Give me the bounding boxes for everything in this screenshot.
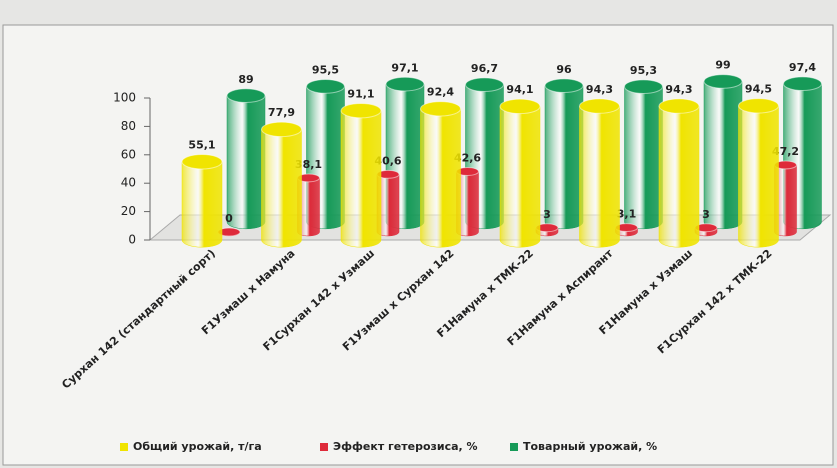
bar-top xyxy=(703,74,743,89)
legend-label: Эффект гетерозиса, % xyxy=(333,440,478,453)
y-tick-label: 0 xyxy=(128,233,136,247)
bar xyxy=(261,129,302,248)
bar xyxy=(499,106,541,248)
value-label: 89 xyxy=(238,73,253,86)
bar-top xyxy=(385,76,425,92)
value-label: 3,1 xyxy=(617,208,637,221)
value-label: 95,3 xyxy=(630,64,657,77)
value-label: 77,9 xyxy=(268,106,295,119)
bar xyxy=(340,110,382,248)
bar xyxy=(181,161,223,248)
legend-label: Общий урожай, т/га xyxy=(133,440,262,453)
bar-top xyxy=(340,102,382,119)
bar-top xyxy=(499,98,541,115)
bar-top xyxy=(181,154,223,170)
bar-top xyxy=(783,76,822,92)
value-label: 96,7 xyxy=(471,62,498,75)
bar-top xyxy=(420,101,461,117)
value-label: 95,5 xyxy=(312,64,339,77)
bar-top xyxy=(226,88,266,103)
value-label: 42,6 xyxy=(454,152,481,165)
y-tick-label: 40 xyxy=(121,176,136,190)
value-label: 94,3 xyxy=(586,83,613,96)
legend-swatch xyxy=(510,443,518,451)
value-label: 97,1 xyxy=(391,61,418,74)
bar xyxy=(703,81,743,230)
bar xyxy=(579,105,620,248)
bar xyxy=(226,95,266,230)
bar-top xyxy=(738,98,779,114)
y-tick-label: 100 xyxy=(113,91,136,105)
value-label: 0 xyxy=(225,212,233,225)
value-label: 94,5 xyxy=(745,83,772,96)
bar-top xyxy=(579,98,620,114)
bar-top xyxy=(624,79,663,95)
bar xyxy=(738,105,779,248)
bar xyxy=(658,105,700,248)
value-label: 55,1 xyxy=(188,139,215,152)
y-tick-label: 80 xyxy=(121,119,136,133)
value-label: 94,1 xyxy=(506,83,533,96)
y-tick-label: 20 xyxy=(121,204,136,218)
value-label: 96 xyxy=(556,63,572,76)
legend-label: Товарный урожай, % xyxy=(523,440,657,453)
value-label: 99 xyxy=(715,59,730,72)
value-label: 3 xyxy=(702,208,710,221)
bar xyxy=(420,108,461,248)
bar-top xyxy=(306,79,345,94)
value-label: 92,4 xyxy=(427,86,454,99)
value-label: 91,1 xyxy=(347,87,374,100)
bar-top xyxy=(465,77,504,93)
value-label: 3 xyxy=(543,208,551,221)
y-tick-label: 60 xyxy=(121,147,136,161)
legend-swatch xyxy=(120,443,128,451)
bar-top xyxy=(261,121,302,138)
value-label: 94,3 xyxy=(665,83,692,96)
bar-top xyxy=(658,98,700,114)
legend-swatch xyxy=(320,443,328,451)
bar-top xyxy=(544,78,584,94)
value-label: 97,4 xyxy=(789,61,816,74)
value-label: 40,6 xyxy=(374,154,401,167)
